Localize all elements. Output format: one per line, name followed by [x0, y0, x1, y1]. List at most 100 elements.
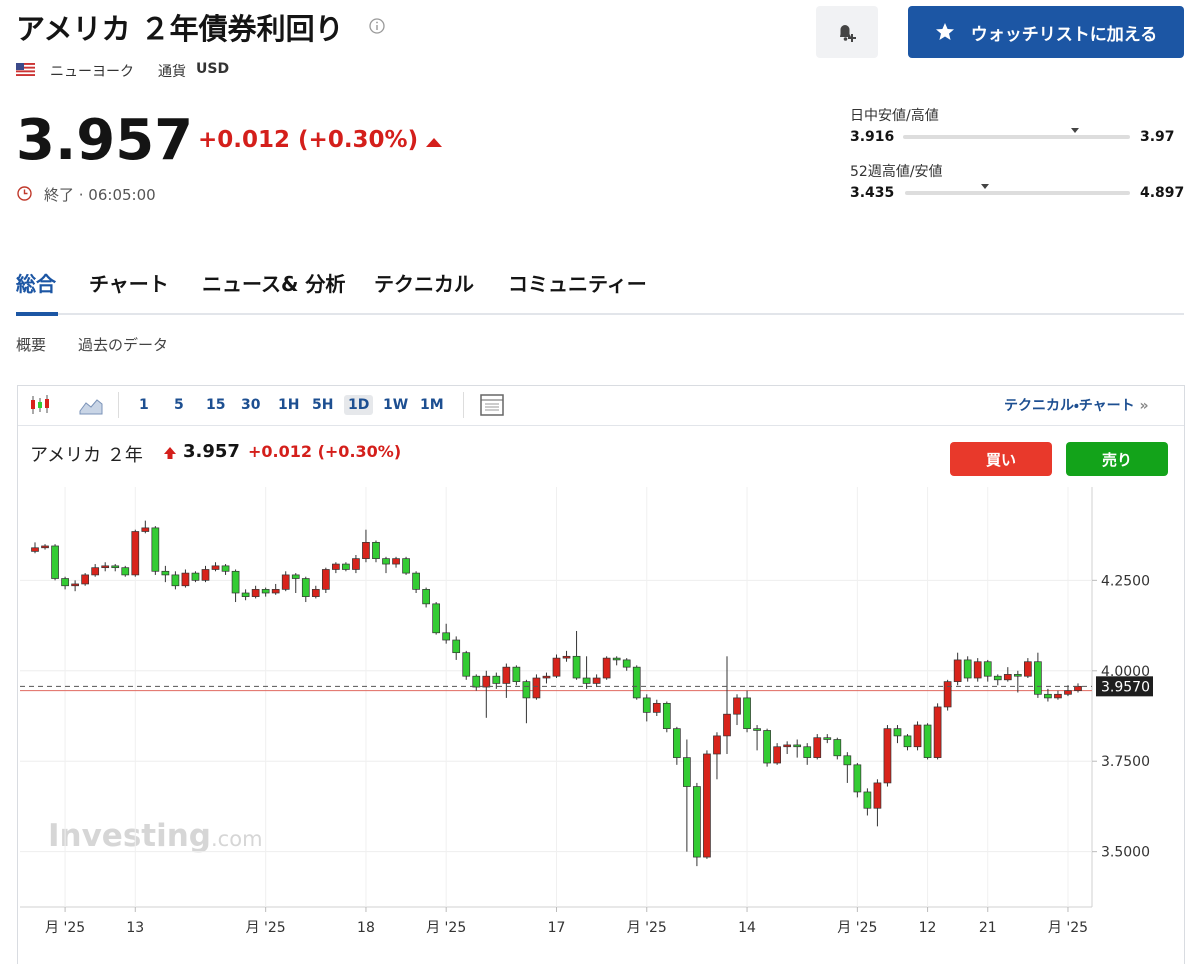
x-tick-label: 12 — [919, 920, 937, 936]
y-tick-label: 3.7500 — [1101, 754, 1150, 770]
interval[interactable]: 1 — [139, 397, 149, 413]
us-flag — [16, 63, 35, 76]
candle-body — [161, 570, 170, 576]
candle-body — [1074, 685, 1082, 692]
candle-icon[interactable] — [28, 393, 54, 417]
subtab[interactable]: 概要 — [16, 336, 47, 354]
candle-body — [171, 574, 180, 587]
interval[interactable]: 1M — [420, 397, 444, 413]
status: 終了 · 06:05:00 — [44, 186, 156, 204]
sep — [463, 392, 464, 418]
candle-body — [963, 659, 972, 679]
change: +0.012 (+0.30%) — [198, 127, 419, 153]
interval[interactable]: 15 — [206, 397, 226, 413]
watermark: Investing.com — [48, 818, 263, 854]
buy-label: 買い — [985, 450, 1016, 469]
candle-body — [301, 578, 310, 597]
technical-link[interactable]: テクニカル・チャート » — [1004, 395, 1149, 415]
tab[interactable]: コミュニティー — [508, 272, 647, 296]
buy-button[interactable]: 買い — [950, 442, 1052, 476]
chart-name: アメリカ ２年 — [30, 445, 143, 466]
candle-body — [261, 589, 270, 594]
candle-body — [973, 661, 982, 679]
alert-button[interactable] — [816, 6, 878, 58]
candle-body — [482, 675, 491, 688]
candle-body — [442, 632, 451, 641]
day-range-bar — [903, 128, 1130, 139]
candle-body — [662, 702, 671, 730]
candle-body — [342, 563, 350, 570]
candle-body — [993, 675, 1002, 681]
candle-body — [1003, 674, 1012, 681]
candle-body — [733, 697, 741, 715]
candle-body — [522, 681, 531, 699]
candle-body — [763, 730, 771, 764]
x-tick-label: 月 '25 — [1048, 920, 1088, 936]
candle-body — [241, 592, 250, 597]
candle-body — [362, 541, 370, 559]
sell-button[interactable]: 売り — [1066, 442, 1168, 476]
candle-body — [813, 737, 822, 758]
candle-body — [201, 569, 210, 581]
layout-icon[interactable] — [479, 393, 505, 417]
candle-body — [532, 677, 541, 699]
candle-body — [432, 603, 441, 634]
price: 3.957 — [16, 108, 194, 173]
day-low: 3.916 — [850, 129, 895, 145]
candle-body — [71, 583, 79, 587]
candle-body — [693, 786, 701, 858]
candle-body — [121, 567, 130, 576]
sep — [118, 392, 119, 418]
candle-body — [803, 746, 812, 758]
tab[interactable]: テクニカル — [374, 272, 474, 296]
tab[interactable]: チャート — [89, 272, 169, 296]
watermark-brand: Investing — [48, 818, 211, 854]
candle-body — [41, 545, 49, 549]
candle-body — [51, 545, 59, 579]
x-tick-label: 月 '25 — [627, 920, 667, 936]
info-icon[interactable] — [368, 17, 386, 35]
candle-body — [311, 589, 320, 597]
candle-body — [101, 565, 110, 569]
interval[interactable]: 1H — [278, 397, 300, 413]
interval[interactable]: 5 — [174, 397, 184, 413]
technical-link-text: テクニカル・チャート — [1004, 398, 1135, 414]
week52-high: 4.897 — [1140, 185, 1185, 201]
interval[interactable]: 30 — [241, 397, 261, 413]
interval[interactable]: 1D — [344, 395, 374, 415]
candle-body — [141, 527, 150, 532]
tab[interactable]: ニュース& 分析 — [202, 272, 346, 296]
x-tick-label: 14 — [738, 920, 756, 936]
candle-body — [983, 661, 992, 677]
week52-bar — [905, 184, 1130, 195]
watchlist-button[interactable]: ウォッチリストに加える — [908, 6, 1184, 58]
interval[interactable]: 1W — [383, 397, 409, 413]
candle-body — [683, 757, 691, 787]
tab-divider — [16, 313, 1184, 315]
toolbar-divider — [18, 425, 1184, 426]
candle-body — [1064, 690, 1072, 695]
clock-icon — [17, 186, 32, 201]
candle-body — [592, 677, 601, 684]
subtab[interactable]: 過去のデータ — [78, 336, 169, 354]
candle-body — [382, 558, 390, 565]
area-icon[interactable] — [79, 395, 103, 415]
candle-body — [1013, 674, 1022, 677]
y-tick-label: 4.2500 — [1101, 573, 1150, 589]
x-tick-label: 月 '25 — [45, 920, 85, 936]
tab[interactable]: 総合 — [16, 272, 56, 296]
day-high: 3.97 — [1140, 129, 1175, 145]
week52-label: 52週高値/安値 — [850, 164, 943, 180]
currency-label: 通貨 — [158, 64, 186, 80]
candle-body — [412, 572, 420, 590]
week52-marker — [981, 184, 990, 189]
candle-body — [91, 567, 100, 576]
interval[interactable]: 5H — [312, 397, 334, 413]
candle-body — [823, 737, 832, 740]
candle-body — [462, 652, 471, 677]
candle-body — [863, 791, 872, 809]
last-price-label: 3.9570 — [1101, 679, 1150, 695]
candle-body — [111, 565, 120, 569]
candle-body — [582, 677, 591, 684]
